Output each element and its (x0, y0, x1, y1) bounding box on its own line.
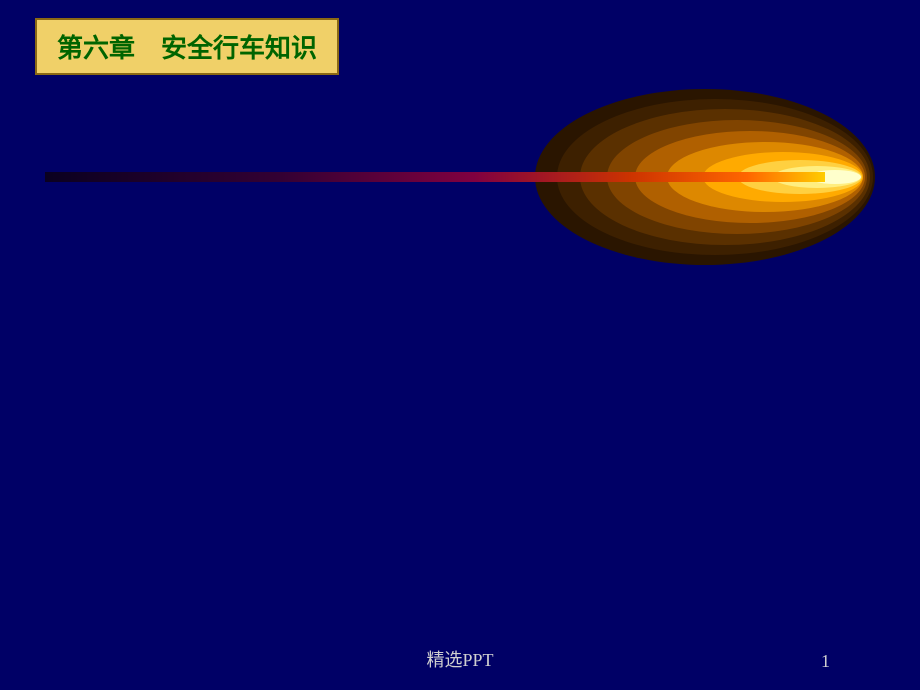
comet-tail (45, 172, 825, 182)
chapter-title-box: 第六章 安全行车知识 (35, 18, 339, 75)
chapter-title-text: 第六章 安全行车知识 (57, 33, 317, 63)
footer-label: 精选PPT (426, 646, 493, 672)
comet-svg (45, 85, 875, 270)
page-number: 1 (821, 651, 830, 672)
comet-graphic (45, 85, 875, 270)
